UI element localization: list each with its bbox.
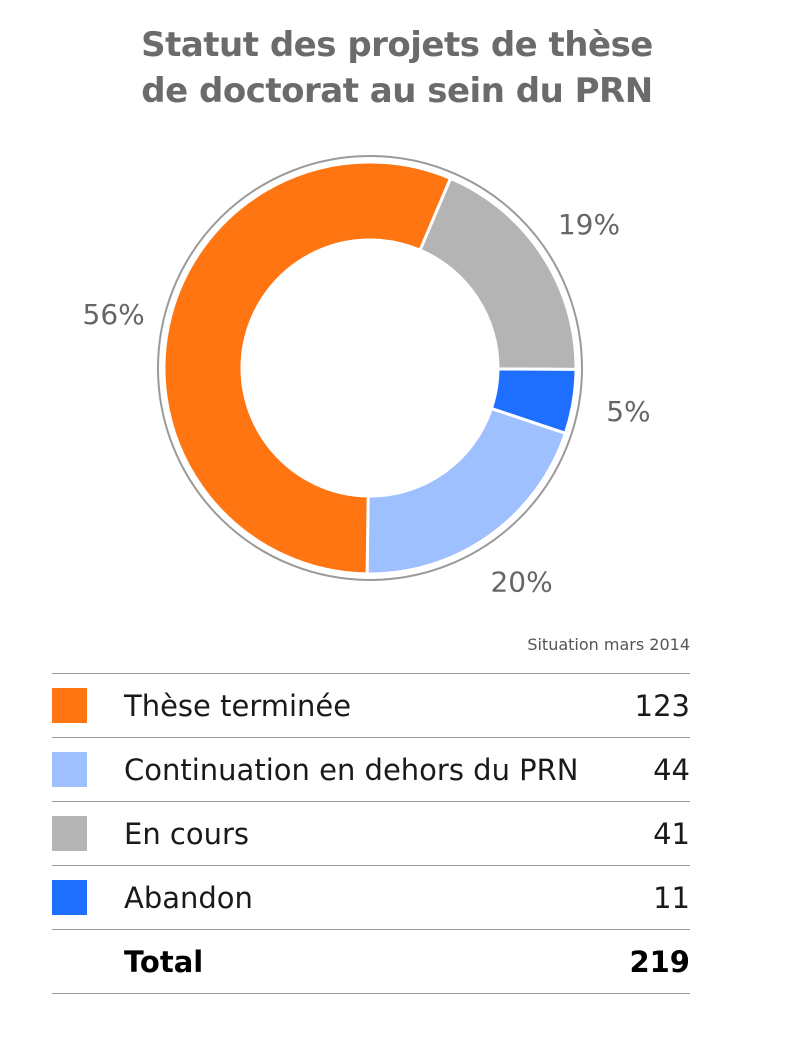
chart-title-line-1: Statut des projets de thèse (141, 25, 653, 65)
legend-swatch (52, 688, 87, 723)
donut-slice (162, 160, 453, 576)
legend-row: Thèse terminée 123 (52, 674, 690, 738)
legend-total-row: Total 219 (52, 930, 690, 994)
percent-label: 19% (558, 208, 620, 241)
total-value: 219 (629, 944, 690, 979)
legend-value: 11 (653, 880, 690, 915)
donut-slice (365, 406, 568, 576)
percent-label: 20% (490, 566, 552, 599)
donut-outer-ring (157, 155, 583, 581)
chart-title: Statut des projets de thèse de doctorat … (0, 22, 794, 114)
legend-value: 123 (634, 688, 690, 723)
donut-slices (162, 160, 578, 576)
legend-swatch (52, 880, 87, 915)
legend-label: Abandon (124, 880, 253, 915)
legend-row: Continuation en dehors du PRN 44 (52, 738, 690, 802)
chart-title-line-2: de doctorat au sein du PRN (141, 71, 653, 111)
donut-chart: 56% 20% 19% 5% (83, 155, 651, 599)
percent-labels: 56% 20% 19% 5% (83, 208, 651, 599)
legend-table: Thèse terminée 123 Continuation en dehor… (52, 673, 690, 994)
legend-value: 44 (653, 752, 690, 787)
legend-value: 41 (653, 816, 690, 851)
situation-note: Situation mars 2014 (527, 635, 690, 654)
legend-label: En cours (124, 816, 250, 851)
legend-swatch-empty (52, 944, 87, 979)
total-label: Total (124, 944, 204, 979)
legend-swatch (52, 752, 87, 787)
legend-label: Continuation en dehors du PRN (124, 752, 579, 787)
legend-label: Thèse terminée (124, 688, 352, 723)
donut-slice (418, 176, 578, 371)
legend-row: Abandon 11 (52, 866, 690, 930)
legend-row: En cours 41 (52, 802, 690, 866)
percent-label: 56% (83, 298, 145, 331)
percent-label: 5% (606, 395, 650, 428)
legend-swatch (52, 816, 87, 851)
